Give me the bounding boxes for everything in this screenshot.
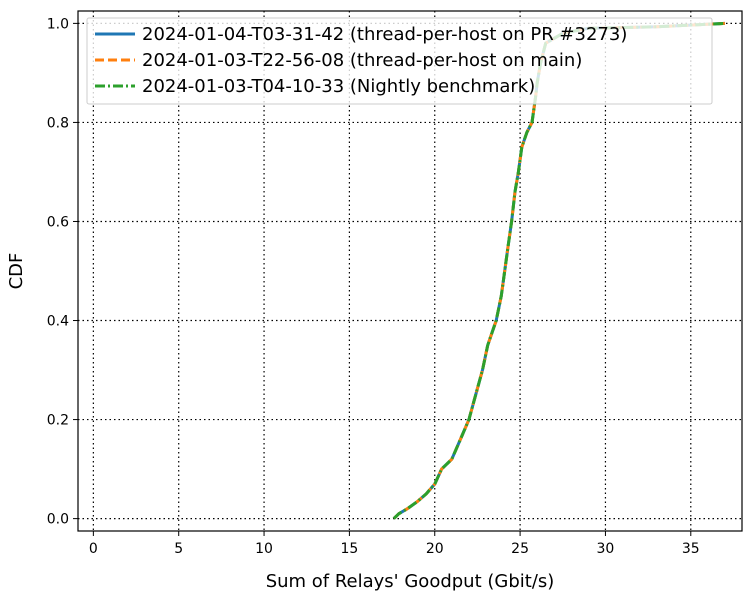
plot-frame xyxy=(77,10,743,532)
x-axis-label: Sum of Relays' Goodput (Gbit/s) xyxy=(266,571,555,592)
x-tick-label: 25 xyxy=(511,541,529,557)
y-tick-label: 1.0 xyxy=(47,16,69,32)
y-tick-label: 0.2 xyxy=(47,413,69,429)
x-tick-label: 15 xyxy=(340,541,358,557)
x-tick-label: 0 xyxy=(89,541,98,557)
y-tick-label: 0.0 xyxy=(47,512,69,528)
y-tick-label: 0.8 xyxy=(47,115,69,131)
x-tick-label: 10 xyxy=(255,541,273,557)
x-tick-label: 30 xyxy=(597,541,615,557)
legend-label-3: 2024-01-03-T04-10-33 (Nightly benchmark) xyxy=(142,76,535,97)
axis-ticks: 0 5 10 15 20 25 30 35 0.0 0.2 0.4 0.6 0.8 1.0 xyxy=(47,16,700,557)
y-tick-label: 0.6 xyxy=(47,214,69,230)
x-tick-label: 5 xyxy=(174,541,183,557)
legend: 2024-01-04-T03-31-42 (thread-per-host on… xyxy=(86,17,713,105)
y-axis-label: CDF xyxy=(6,253,27,290)
x-tick-label: 35 xyxy=(682,541,700,557)
legend-box xyxy=(86,17,713,105)
x-tick-label: 20 xyxy=(426,541,444,557)
legend-label-1: 2024-01-04-T03-31-42 (thread-per-host on… xyxy=(142,24,627,45)
legend-label-2: 2024-01-03-T22-56-08 (thread-per-host on… xyxy=(142,50,582,71)
y-tick-label: 0.4 xyxy=(47,314,69,330)
